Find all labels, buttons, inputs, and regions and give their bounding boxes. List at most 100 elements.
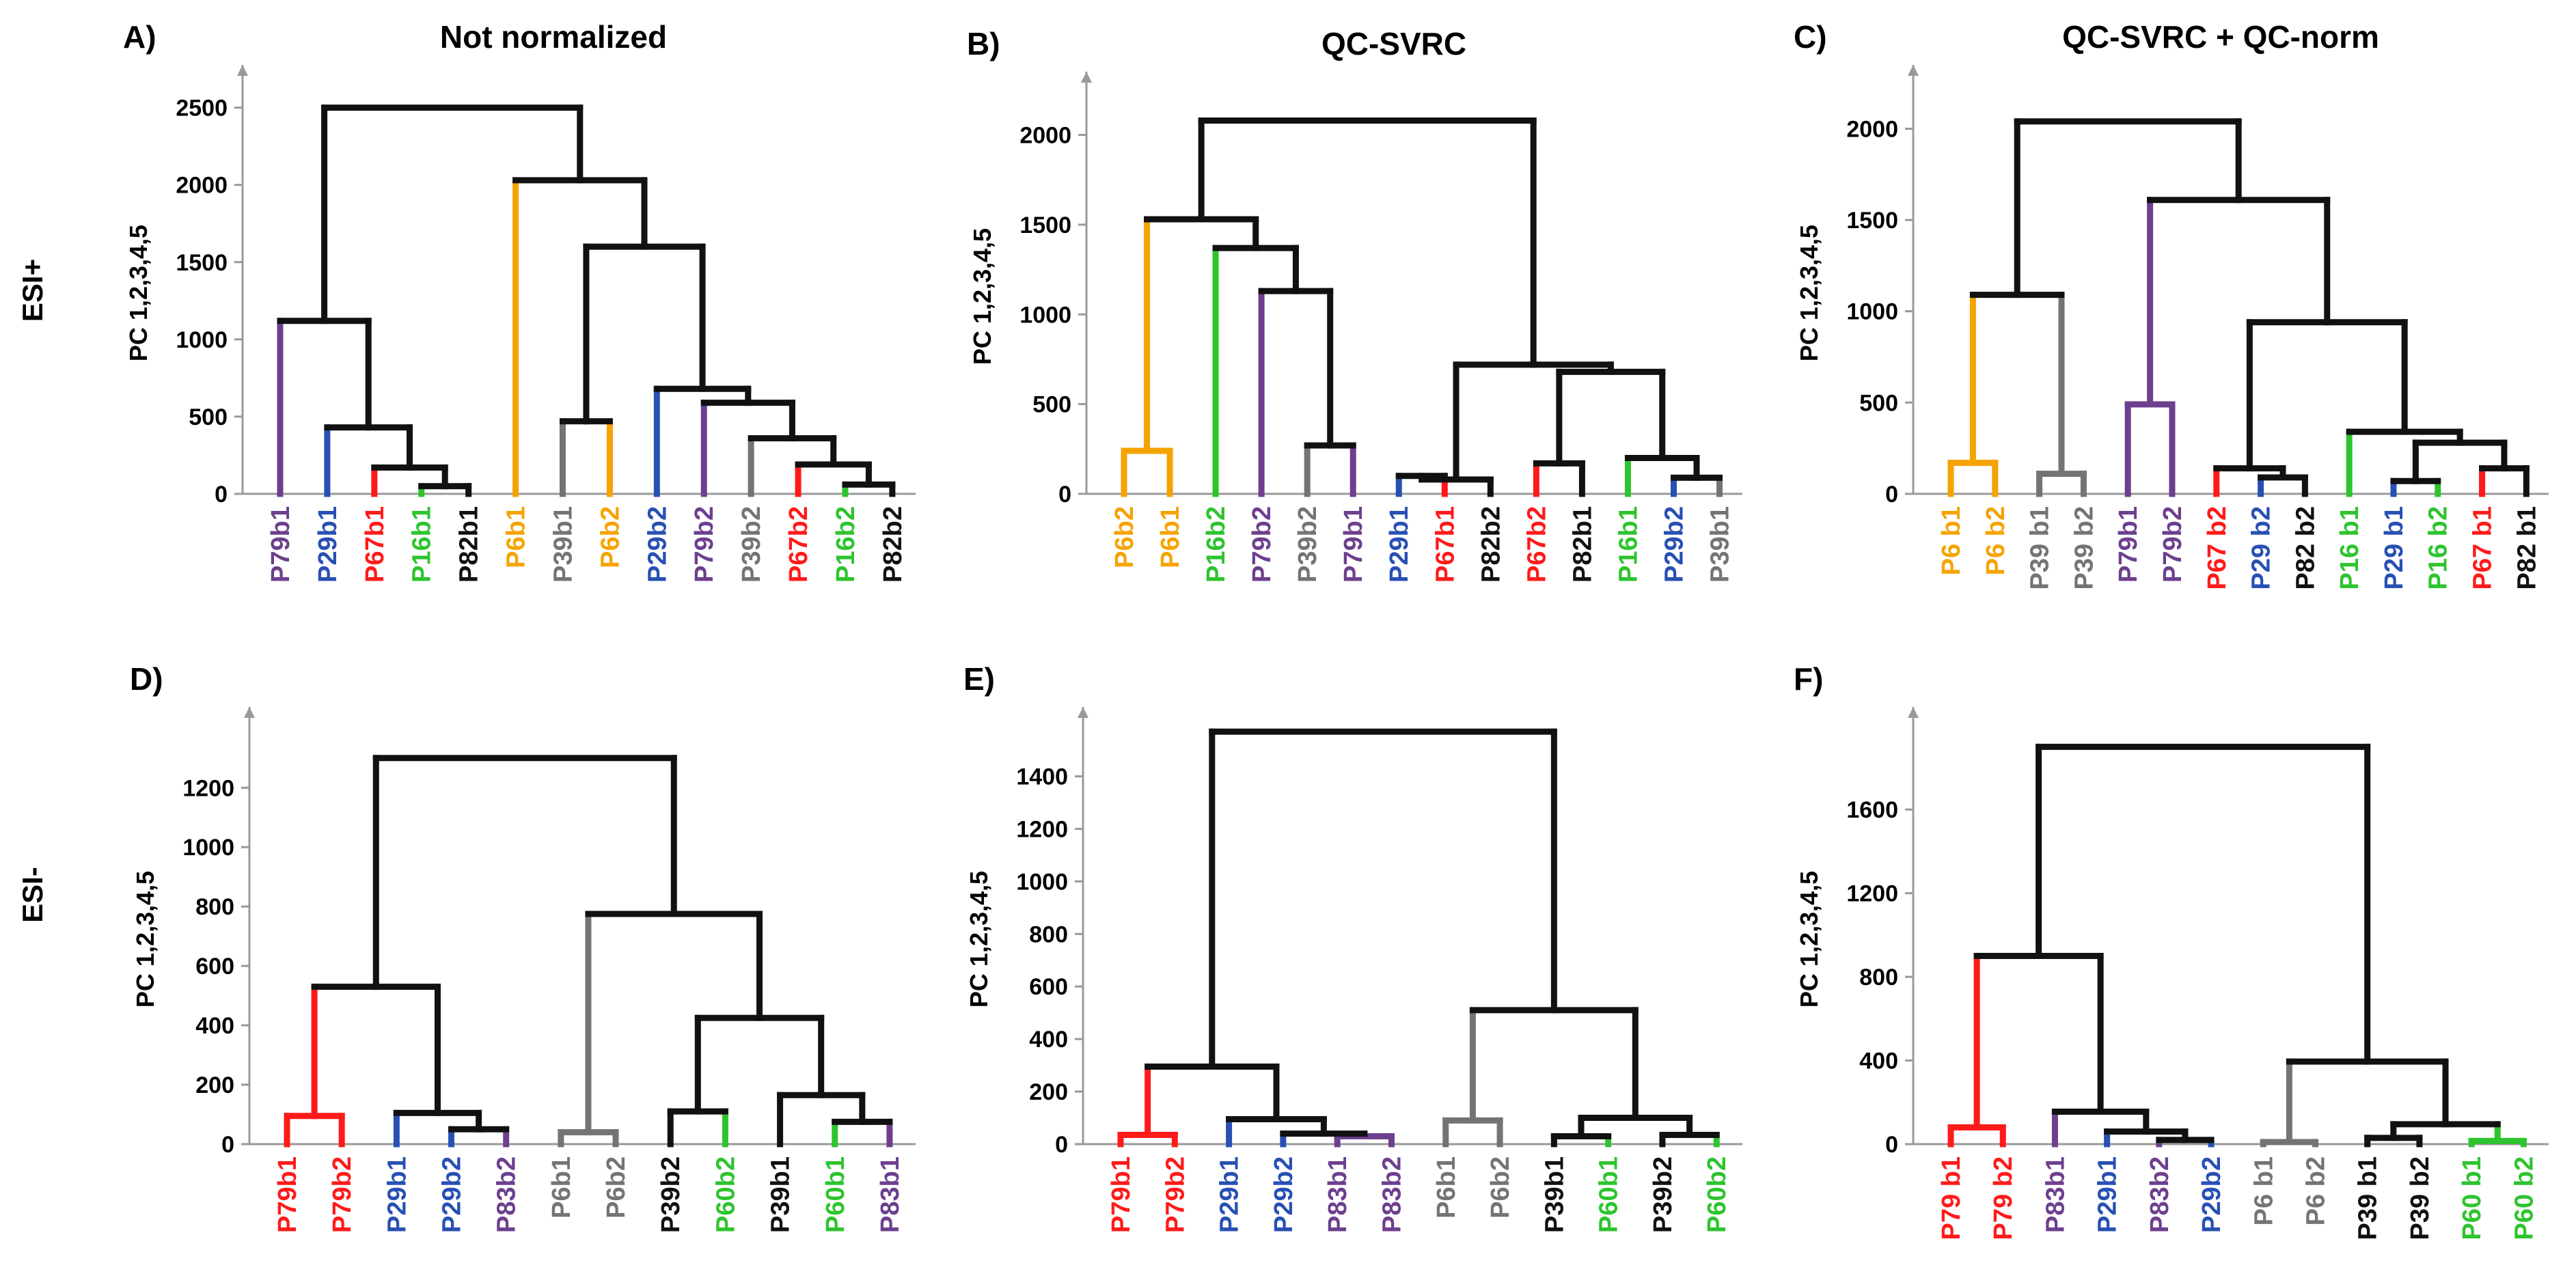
y-tick-label: 1200 bbox=[1846, 881, 1898, 907]
y-tick-label: 1000 bbox=[1846, 299, 1898, 325]
leaf-label: P39b2 bbox=[737, 506, 766, 583]
leaf-label: P6 b1 bbox=[2249, 1156, 2278, 1225]
leaf-label: P6b1 bbox=[502, 506, 531, 568]
y-axis-title: PC 1,2,3,4,5 bbox=[124, 225, 152, 361]
leaf-label: P79b2 bbox=[2159, 506, 2187, 583]
leaf-label: P29b1 bbox=[1385, 506, 1414, 583]
y-axis-arrow bbox=[237, 65, 248, 76]
leaf-label: P16 b1 bbox=[2335, 506, 2364, 590]
panel-label: E) bbox=[963, 661, 995, 697]
leaf-label: P60 b1 bbox=[2458, 1156, 2486, 1240]
leaf-label: P29b2 bbox=[1270, 1156, 1298, 1233]
leaf-label: P39 b1 bbox=[2026, 506, 2055, 590]
leaf-label: P29 b1 bbox=[2380, 506, 2409, 590]
leaf-label: P29b1 bbox=[314, 506, 342, 583]
leaf-label: P6b2 bbox=[596, 506, 625, 568]
y-tick-label: 500 bbox=[189, 404, 228, 430]
leaf-label: P67b2 bbox=[784, 506, 813, 583]
leaf-label: P39 b2 bbox=[2070, 506, 2098, 590]
leaf-label: P6 b2 bbox=[1982, 506, 2010, 575]
y-axis-arrow bbox=[1908, 65, 1919, 76]
leaf-label: P29 b2 bbox=[2247, 506, 2276, 590]
leaf-label: P83b2 bbox=[2146, 1156, 2174, 1233]
leaf-label: P60 b2 bbox=[2510, 1156, 2538, 1240]
y-tick-label: 2000 bbox=[1846, 116, 1898, 142]
leaf-label: P83b1 bbox=[1324, 1156, 1352, 1233]
y-tick-label: 2000 bbox=[1019, 123, 1071, 149]
leaf-label: P83b2 bbox=[493, 1156, 521, 1233]
leaf-label: P79b2 bbox=[1248, 506, 1276, 583]
y-axis-title: PC 1,2,3,4,5 bbox=[1795, 225, 1823, 361]
leaf-label: P79 b2 bbox=[1989, 1156, 2018, 1240]
y-tick-label: 1000 bbox=[176, 327, 228, 353]
leaf-label: P82b2 bbox=[879, 506, 907, 583]
y-axis-arrow bbox=[244, 707, 255, 718]
leaf-label: P67b2 bbox=[1522, 506, 1551, 583]
leaf-label: P39 b2 bbox=[2406, 1156, 2435, 1240]
leaf-label: P79b1 bbox=[1107, 1156, 1136, 1233]
leaf-label: P6b1 bbox=[1156, 506, 1185, 568]
y-tick-label: 1500 bbox=[1846, 208, 1898, 234]
y-axis-title: PC 1,2,3,4,5 bbox=[131, 871, 159, 1008]
leaf-label: P83b1 bbox=[876, 1156, 905, 1233]
y-tick-label: 400 bbox=[1859, 1048, 1898, 1074]
y-tick-label: 400 bbox=[1029, 1027, 1068, 1053]
leaf-label: P60b1 bbox=[1595, 1156, 1623, 1233]
leaf-label: P29b2 bbox=[1660, 506, 1688, 583]
y-tick-label: 500 bbox=[1032, 392, 1071, 418]
y-tick-label: 1000 bbox=[1019, 302, 1071, 328]
leaf-label: P39 b1 bbox=[2354, 1156, 2383, 1240]
y-tick-label: 800 bbox=[1029, 921, 1068, 947]
y-axis-title: PC 1,2,3,4,5 bbox=[968, 228, 996, 365]
leaf-label: P79b1 bbox=[1339, 506, 1368, 583]
y-tick-label: 0 bbox=[1055, 1132, 1068, 1158]
leaf-label: P83b1 bbox=[2041, 1156, 2070, 1233]
leaf-label: P6b1 bbox=[1432, 1156, 1461, 1219]
y-tick-label: 0 bbox=[215, 482, 228, 508]
y-tick-label: 1000 bbox=[182, 835, 234, 861]
leaf-label: P16 b2 bbox=[2424, 506, 2453, 590]
y-tick-label: 500 bbox=[1859, 390, 1898, 416]
leaf-label: P60b1 bbox=[821, 1156, 850, 1233]
leaf-label: P29b1 bbox=[1216, 1156, 1244, 1233]
row-label-bottom: ESI- bbox=[16, 867, 49, 923]
leaf-label: P60b2 bbox=[1703, 1156, 1731, 1233]
panel-title: QC-SVRC bbox=[1321, 26, 1466, 61]
leaf-label: P39b2 bbox=[1293, 506, 1322, 583]
leaf-label: P39b1 bbox=[767, 1156, 795, 1233]
y-axis-arrow bbox=[1078, 707, 1088, 718]
y-tick-label: 1500 bbox=[176, 250, 228, 276]
leaf-label: P82b1 bbox=[1568, 506, 1597, 583]
leaf-label: P16b1 bbox=[1614, 506, 1643, 583]
leaf-label: P39b1 bbox=[1540, 1156, 1569, 1233]
y-tick-label: 1200 bbox=[182, 775, 234, 801]
y-tick-label: 600 bbox=[1029, 974, 1068, 1000]
leaf-label: P6 b2 bbox=[2301, 1156, 2330, 1225]
leaf-label: P79b1 bbox=[273, 1156, 302, 1233]
panel-label: B) bbox=[967, 26, 1000, 61]
leaf-label: P79b1 bbox=[266, 506, 295, 583]
y-tick-label: 2500 bbox=[176, 96, 228, 122]
leaf-label: P79b2 bbox=[690, 506, 719, 583]
leaf-label: P29b2 bbox=[438, 1156, 467, 1233]
leaf-label: P29b2 bbox=[2197, 1156, 2226, 1233]
leaf-label: P79b1 bbox=[2114, 506, 2143, 583]
panel-label: D) bbox=[130, 661, 163, 697]
leaf-label: P67 b2 bbox=[2203, 506, 2232, 590]
leaf-label: P60b2 bbox=[711, 1156, 740, 1233]
y-tick-label: 2000 bbox=[176, 173, 228, 199]
y-tick-label: 0 bbox=[1885, 1132, 1898, 1158]
leaf-label: P6b2 bbox=[602, 1156, 631, 1219]
y-tick-label: 800 bbox=[1859, 964, 1898, 990]
y-axis-title: PC 1,2,3,4,5 bbox=[1795, 871, 1823, 1008]
y-axis-arrow bbox=[1081, 72, 1092, 83]
leaf-label: P16b1 bbox=[408, 506, 437, 583]
leaf-label: P67b1 bbox=[1431, 506, 1460, 583]
y-tick-label: 400 bbox=[195, 1013, 234, 1039]
y-tick-label: 1600 bbox=[1846, 797, 1898, 823]
leaf-label: P79b2 bbox=[1161, 1156, 1190, 1233]
row-label-top: ESI+ bbox=[16, 259, 49, 322]
leaf-label: P67 b1 bbox=[2469, 506, 2497, 590]
